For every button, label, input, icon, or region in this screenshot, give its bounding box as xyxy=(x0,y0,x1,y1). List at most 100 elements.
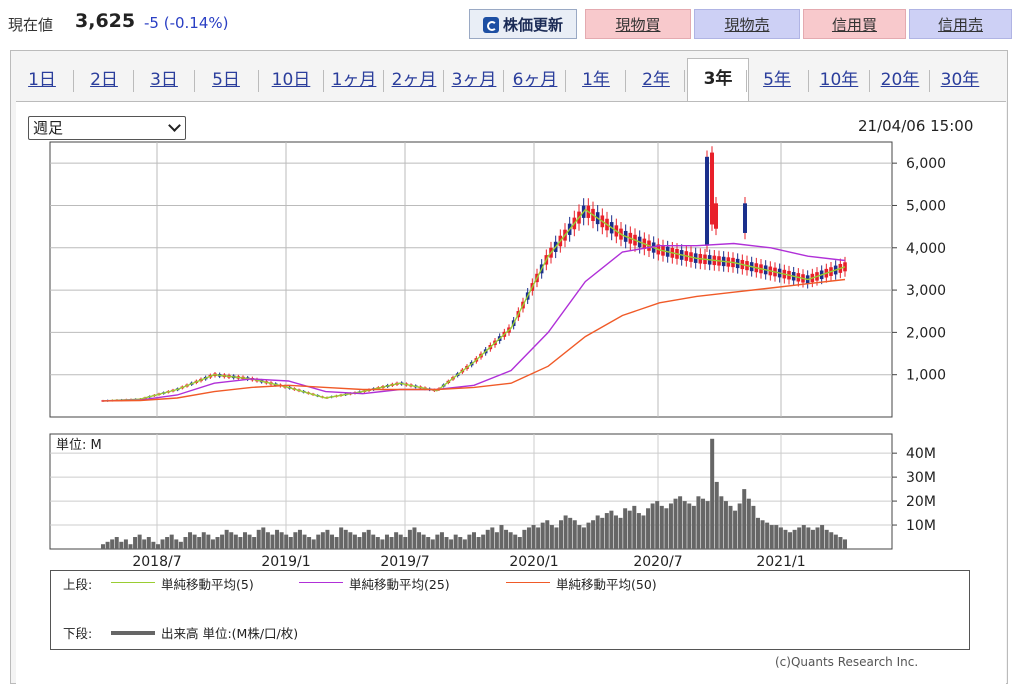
volume-bar xyxy=(453,534,458,549)
refresh-icon xyxy=(482,17,499,33)
volume-bar xyxy=(398,534,403,549)
volume-bar xyxy=(673,498,678,549)
price-value: 3,625 xyxy=(75,10,136,32)
tab-10[interactable]: 1年 xyxy=(582,70,610,90)
volume-bar xyxy=(146,537,151,549)
price-tick-label: 4,000 xyxy=(906,241,946,257)
volume-bar xyxy=(174,539,179,549)
ma-line-3 xyxy=(102,278,846,402)
tab-separator xyxy=(503,70,504,92)
period-select[interactable]: 週足 xyxy=(28,116,186,140)
tab-13[interactable]: 5年 xyxy=(763,70,791,90)
volume-bar xyxy=(810,529,815,549)
volume-bar xyxy=(348,532,353,549)
volume-bar xyxy=(467,534,472,549)
volume-bar xyxy=(279,532,284,549)
tab-12[interactable]: 3年 xyxy=(687,58,749,101)
volume-bar xyxy=(554,527,559,549)
volume-bar xyxy=(678,496,683,549)
volume-bar xyxy=(458,537,463,549)
volume-bar xyxy=(705,501,710,549)
volume-bar xyxy=(307,537,312,549)
volume-bar xyxy=(595,515,600,549)
x-tick-label: 2019/7 xyxy=(380,554,429,570)
tab-6[interactable]: 1ヶ月 xyxy=(331,70,377,90)
tab-2[interactable]: 2日 xyxy=(90,70,118,90)
tab-5[interactable]: 10日 xyxy=(271,70,311,90)
volume-bar xyxy=(430,539,435,549)
tab-1[interactable]: 1日 xyxy=(28,70,56,90)
update-price-button[interactable]: 株価更新 xyxy=(469,9,577,39)
volume-bar xyxy=(513,534,518,549)
tab-separator xyxy=(684,70,685,92)
volume-bar xyxy=(627,510,632,549)
cash-buy-button[interactable]: 現物買 xyxy=(585,9,691,39)
volume-bar xyxy=(797,527,802,549)
volume-tick-label: 20M xyxy=(906,494,936,510)
volume-bar xyxy=(481,534,486,549)
volume-bar xyxy=(128,544,133,549)
volume-bar xyxy=(504,529,509,549)
volume-bar xyxy=(632,505,637,549)
volume-bar xyxy=(210,539,215,549)
volume-bar xyxy=(201,532,206,549)
tab-separator xyxy=(383,70,384,92)
volume-bar xyxy=(288,537,293,549)
volume-bar xyxy=(801,525,806,549)
volume-bar xyxy=(623,508,628,549)
period-select-value: 週足 xyxy=(33,119,64,137)
volume-bar xyxy=(755,517,760,549)
price-tick-label: 2,000 xyxy=(906,325,946,341)
volume-bar xyxy=(311,539,316,549)
candle-body xyxy=(101,400,105,402)
volume-bar xyxy=(366,529,371,549)
volume-tick-label: 30M xyxy=(906,470,936,486)
tab-4[interactable]: 5日 xyxy=(212,70,240,90)
volume-bar xyxy=(384,534,389,549)
volume-bar xyxy=(316,534,321,549)
volume-bar xyxy=(646,508,651,549)
volume-bar xyxy=(591,520,596,549)
volume-bar xyxy=(559,520,564,549)
cash-sell-button[interactable]: 現物売 xyxy=(694,9,800,39)
volume-bar xyxy=(655,501,660,549)
volume-bar xyxy=(733,510,738,549)
tab-3[interactable]: 3日 xyxy=(150,70,178,90)
volume-bar xyxy=(751,505,756,549)
legend-ma50-label: 単純移動平均(50) xyxy=(556,577,657,592)
tab-9[interactable]: 6ヶ月 xyxy=(512,70,558,90)
volume-bar xyxy=(220,534,225,549)
legend-ma5-swatch xyxy=(111,582,155,583)
volume-bar xyxy=(760,520,765,549)
x-tick-label: 2020/7 xyxy=(633,554,682,570)
volume-bar xyxy=(833,534,838,549)
volume-bar xyxy=(618,517,623,549)
tab-14[interactable]: 10年 xyxy=(819,70,859,90)
volume-bar xyxy=(710,438,715,549)
legend-ma25-swatch xyxy=(299,582,343,583)
tab-15[interactable]: 20年 xyxy=(880,70,920,90)
volume-bar xyxy=(568,517,573,549)
margin-sell-button[interactable]: 信用売 xyxy=(909,9,1012,39)
volume-bar xyxy=(499,525,504,549)
margin-buy-button[interactable]: 信用買 xyxy=(803,9,906,39)
volume-bar xyxy=(334,537,339,549)
volume-bar xyxy=(586,522,591,549)
volume-bar xyxy=(604,513,609,549)
volume-bar xyxy=(293,532,298,549)
volume-bar xyxy=(242,532,247,549)
volume-bar xyxy=(701,498,706,549)
legend-ma25-label: 単純移動平均(25) xyxy=(349,577,450,592)
tab-11[interactable]: 2年 xyxy=(642,70,670,90)
volume-bar xyxy=(224,529,229,549)
volume-bar xyxy=(206,534,211,549)
x-tick-label: 2020/1 xyxy=(509,554,558,570)
candle-body xyxy=(705,156,709,246)
volume-bar xyxy=(261,527,266,549)
tab-16[interactable]: 30年 xyxy=(940,70,980,90)
tab-7[interactable]: 2ヶ月 xyxy=(391,70,437,90)
volume-bar xyxy=(155,544,160,549)
tab-separator xyxy=(194,70,195,92)
volume-bar xyxy=(472,532,476,549)
tab-8[interactable]: 3ヶ月 xyxy=(451,70,497,90)
